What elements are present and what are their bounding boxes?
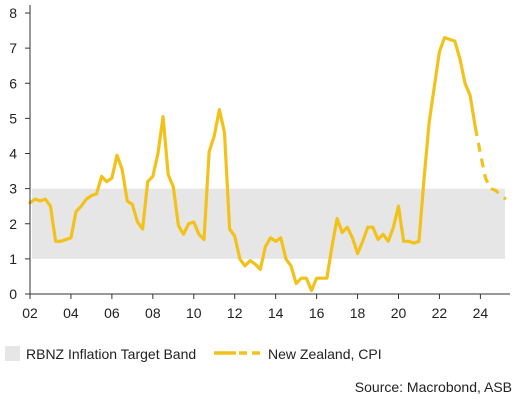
y-tick-label: 1 bbox=[9, 251, 17, 267]
y-tick-label: 3 bbox=[9, 181, 17, 197]
y-tick-label: 6 bbox=[9, 75, 17, 91]
legend-band-label: RBNZ Inflation Target Band bbox=[26, 346, 196, 362]
source-note: Source: Macrobond, ASB bbox=[355, 379, 512, 395]
x-tick-label: 08 bbox=[145, 305, 161, 321]
x-tick-label: 06 bbox=[104, 305, 120, 321]
x-tick-label: 20 bbox=[391, 305, 407, 321]
y-tick-label: 4 bbox=[9, 146, 17, 162]
x-tick-label: 02 bbox=[22, 305, 38, 321]
legend-cpi-label: New Zealand, CPI bbox=[268, 346, 382, 362]
y-tick-label: 5 bbox=[9, 110, 17, 126]
x-tick-label: 12 bbox=[227, 305, 243, 321]
y-tick-label: 8 bbox=[9, 5, 17, 21]
x-tick-label: 04 bbox=[63, 305, 79, 321]
x-tick-label: 14 bbox=[268, 305, 284, 321]
y-tick-label: 0 bbox=[9, 286, 17, 302]
x-tick-label: 22 bbox=[432, 305, 448, 321]
x-tick-label: 10 bbox=[186, 305, 202, 321]
y-tick-label: 7 bbox=[9, 40, 17, 56]
series-line-forecast bbox=[473, 126, 507, 201]
series-line-actual bbox=[28, 35, 477, 293]
x-tick-label: 24 bbox=[473, 305, 489, 321]
x-tick-label: 18 bbox=[350, 305, 366, 321]
x-tick-label: 16 bbox=[309, 305, 325, 321]
legend-band-swatch bbox=[5, 346, 20, 361]
target-band bbox=[32, 188, 505, 259]
y-tick-label: 2 bbox=[9, 216, 17, 232]
